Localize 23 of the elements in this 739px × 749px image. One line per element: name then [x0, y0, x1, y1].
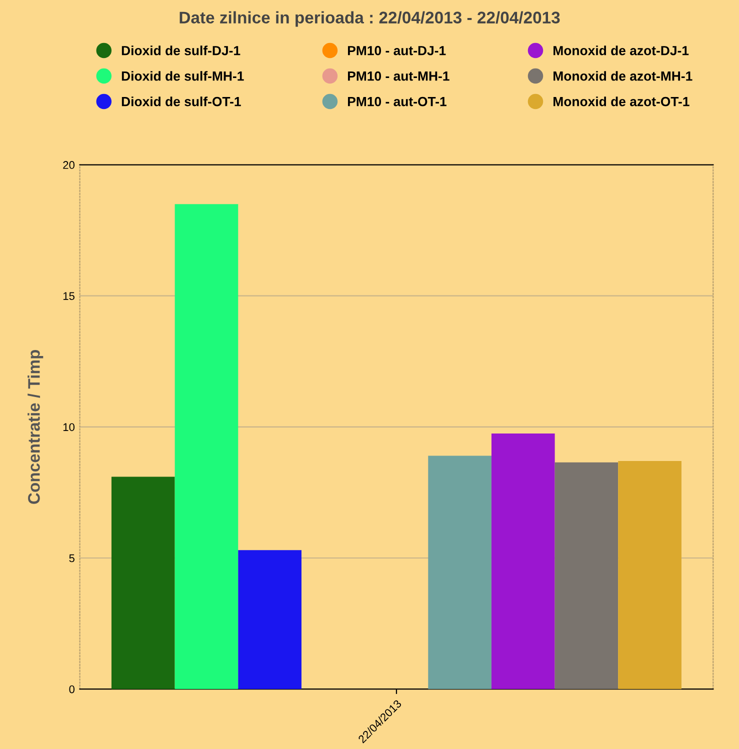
y-tick-label: 10: [63, 423, 75, 432]
bar: [238, 550, 302, 690]
legend-label: Monoxid de azot-DJ-1: [554, 46, 689, 56]
y-tick-label: 15: [63, 292, 74, 300]
bar: [174, 204, 238, 690]
legend-label: Monoxid de azot-OT-1: [554, 96, 690, 106]
bar: [428, 456, 492, 690]
y-tick-label: 5: [69, 554, 74, 562]
legend-label: PM10 - aut-OT-1: [348, 96, 446, 106]
bar: [111, 476, 175, 690]
y-tick-label: 20: [63, 161, 75, 169]
bar: [618, 461, 682, 690]
legend-label: PM10 - aut-MH-1: [348, 71, 450, 81]
y-tick-label: 0: [69, 685, 75, 694]
y-axis-title: Concentratie / Timp: [28, 350, 44, 504]
legend-label: Dioxid de sulf-MH-1: [122, 71, 244, 81]
bar: [554, 462, 618, 690]
legend-label: Dioxid de sulf-OT-1: [122, 96, 241, 106]
legend-label: Monoxid de azot-MH-1: [554, 71, 692, 81]
chart-title: Date zilnice in perioada : 22/04/2013 - 22/04/2013: [180, 11, 560, 27]
bar: [491, 433, 555, 690]
legend-label: Dioxid de sulf-DJ-1: [122, 46, 240, 56]
legend-label: PM10 - aut-DJ-1: [348, 46, 446, 56]
